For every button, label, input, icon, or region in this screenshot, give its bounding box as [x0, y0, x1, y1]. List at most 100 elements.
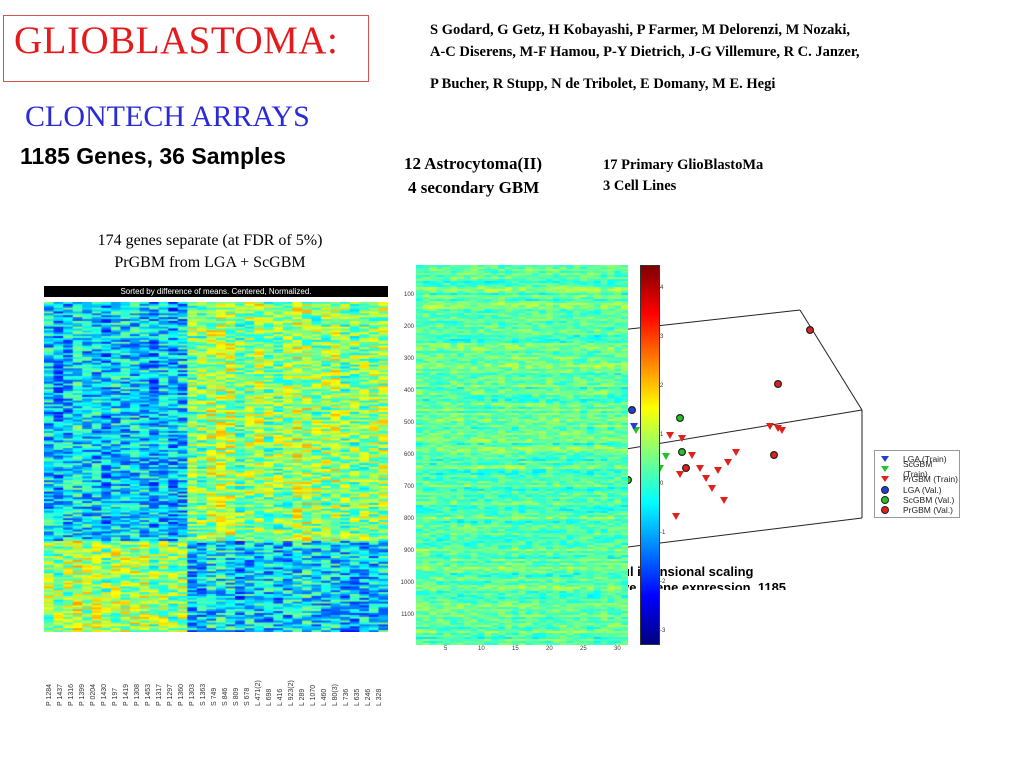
sample-label: P 0204	[90, 683, 97, 706]
sample-label: L 698	[266, 688, 273, 706]
legend-item: ScGBM (Train)	[881, 459, 959, 479]
x-tick-label: 20	[546, 646, 553, 652]
mds-point-circle	[628, 405, 637, 414]
legend-item: ScGBM (Val.)	[881, 495, 954, 505]
mds-point-triangle	[676, 471, 684, 478]
legend-circle-icon	[881, 485, 889, 494]
sample-label: L 416	[277, 688, 284, 706]
mds-point-triangle	[672, 513, 680, 520]
sample-label: P 1308	[134, 683, 141, 706]
sample-label: P 1399	[79, 683, 86, 706]
sample-label: S 749	[211, 687, 218, 706]
mds-point-triangle	[778, 427, 786, 434]
mds-point-circle	[681, 464, 690, 473]
mds-point-triangle	[666, 432, 674, 439]
mds-point-triangle	[696, 465, 704, 472]
sample-label: P 1284	[46, 683, 53, 706]
heatmap1-sample-labels: P 1284 P 1437 P 1316 P 1399 P 0204 P 1430 P 19…	[44, 662, 388, 722]
mds-point-triangle	[630, 423, 638, 430]
heatmap-caption: 174 genes separate (at FDR of 5%) PrGBM …	[40, 230, 380, 274]
sample-label: P 1303	[189, 683, 196, 706]
colorbar-tick-label: -1	[660, 530, 666, 536]
sample-label: L 80(3)	[332, 684, 339, 706]
colorbar-tick-label: -3	[660, 628, 666, 634]
sample-label: L 246	[365, 688, 372, 706]
sample-groups-a: 12 Astrocytoma(II) 4 secondary GBM	[404, 152, 542, 200]
authors-line-2: A-C Diserens, M-F Hamou, P-Y Dietrich, J…	[430, 44, 860, 60]
y-tick-label: 500	[403, 420, 414, 426]
mds-point-triangle	[720, 497, 728, 504]
mds-legend: LGA (Train) ScGBM (Train) PrGBM (Train) LGA…	[874, 450, 960, 518]
sample-label: L 1070	[310, 684, 317, 706]
x-tick-label: 25	[580, 646, 587, 652]
legend-label: ScGBM (Val.)	[903, 494, 955, 505]
sample-label: L 328	[376, 688, 383, 706]
sample-label: L 471(2)	[255, 680, 262, 706]
sample-label: L 635	[354, 688, 361, 706]
authors-line-3: P Bucher, R Stupp, N de Tribolet, E Doma…	[430, 76, 776, 92]
sample-group-secondary-gbm: 4 secondary GBM	[408, 178, 540, 197]
heatmap1-canvas	[44, 302, 388, 632]
sample-label: P 1453	[145, 683, 152, 706]
mds-point-triangle	[766, 423, 774, 430]
dataset-summary: 1185 Genes, 36 Samples	[20, 143, 286, 169]
x-tick-label: 5	[444, 646, 448, 652]
mds-point-triangle	[774, 425, 782, 432]
y-tick-label: 800	[403, 516, 414, 522]
y-tick-label: 900	[403, 548, 414, 554]
sample-label: P 1297	[167, 683, 174, 706]
caption-line-2: PrGBM from LGA + ScGBM	[114, 254, 306, 271]
mds-point-triangle	[702, 475, 710, 482]
heatmap1-title: Sorted by difference of means. Centered,…	[44, 286, 388, 297]
sample-label: P 1430	[101, 683, 108, 706]
sample-label: S 846	[222, 687, 229, 706]
y-tick-label: 600	[403, 452, 414, 458]
legend-circle-icon	[881, 506, 889, 514]
colorbar-tick-label: 3	[660, 334, 664, 340]
y-tick-label: 1100	[401, 612, 414, 618]
legend-label: ScGBM (Train)	[903, 459, 933, 480]
y-tick-label: 100	[403, 292, 414, 298]
y-tick-label: 1000	[400, 580, 414, 586]
mds-point-triangle	[708, 485, 716, 492]
y-tick-label: 200	[403, 324, 414, 330]
sample-label: S 809	[233, 687, 240, 706]
sample-label: L 736	[343, 688, 350, 706]
sample-label: P 197	[112, 687, 119, 706]
mds-point-circle	[806, 325, 815, 334]
colorbar-tick-label: 2	[660, 383, 664, 389]
sample-label: P 1419	[123, 683, 130, 706]
legend-triangle-icon	[881, 456, 889, 462]
authors-line-1: S Godard, G Getz, H Kobayashi, P Farmer,…	[430, 22, 851, 38]
heatmap2-canvas	[416, 265, 628, 645]
legend-triangle-icon	[881, 466, 889, 473]
mds-title-line-2: ve f gene expression, 1185	[622, 580, 786, 590]
mds-point-triangle	[678, 435, 686, 442]
legend-label: LGA (Train)	[903, 454, 947, 464]
heatmap2-x-axis: 5 10 15 20 25 30	[416, 644, 628, 658]
sample-label: P 1437	[57, 683, 64, 706]
sample-label: P 1316	[68, 683, 75, 706]
legend-label: PrGBM (Train)	[903, 474, 958, 485]
caption-line-1: 174 genes separate (at FDR of 5%)	[97, 232, 323, 249]
sample-groups-b: 17 Primary GlioBlastoMa 3 Cell Lines	[603, 155, 763, 197]
mds-point-triangle	[714, 467, 722, 474]
sample-group-primary-gbm: 17 Primary GlioBlastoMa	[603, 157, 764, 173]
y-tick-label: 300	[403, 356, 414, 362]
mds-point-circle	[675, 413, 684, 422]
legend-item: PrGBM (Val.)	[881, 505, 953, 515]
mds-point-triangle	[724, 459, 732, 466]
mds-point-circle	[677, 448, 686, 457]
legend-label: PrGBM (Val.)	[903, 505, 953, 515]
sample-label: P 1360	[178, 683, 185, 706]
legend-item: PrGBM (Train)	[881, 474, 958, 484]
sample-label: S 678	[244, 687, 251, 706]
colorbar	[640, 265, 660, 645]
x-tick-label: 10	[478, 646, 485, 652]
colorbar-tick-label: -2	[660, 579, 666, 585]
sample-label: L 460	[321, 688, 328, 706]
mds-point-triangle	[732, 449, 740, 456]
sample-label: P 1317	[156, 683, 163, 706]
y-tick-label: 400	[403, 388, 414, 394]
x-tick-label: 30	[614, 646, 621, 652]
